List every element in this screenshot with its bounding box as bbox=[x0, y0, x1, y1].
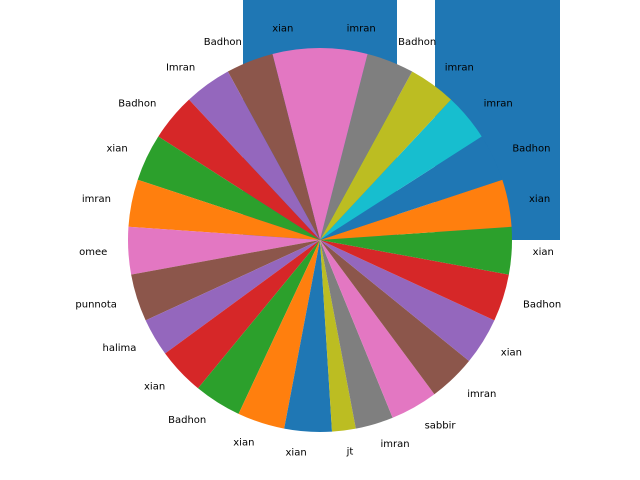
pie-label-3: Imran bbox=[166, 62, 195, 73]
pie-label-26: imran bbox=[347, 24, 376, 35]
pie-slice-23 bbox=[320, 99, 482, 240]
pie-slice-18 bbox=[320, 240, 495, 362]
pie-label-12: xian bbox=[233, 438, 254, 449]
pie-label-1: xian bbox=[272, 24, 293, 35]
pie-slice-7 bbox=[127, 226, 320, 275]
pie-slice-13 bbox=[284, 240, 333, 432]
pie-label-9: halima bbox=[103, 343, 137, 354]
pie-label-10: xian bbox=[144, 381, 165, 392]
pie-slice-11 bbox=[198, 240, 320, 414]
pie-slice-25 bbox=[320, 53, 413, 241]
pie-slice-12 bbox=[238, 240, 320, 429]
pie-label-22: Badhon bbox=[512, 143, 550, 154]
pie-label-15: imran bbox=[380, 439, 409, 450]
pie-label-20: xian bbox=[533, 247, 554, 258]
pie-label-19: Badhon bbox=[523, 299, 561, 310]
pie-slice-26 bbox=[320, 48, 368, 240]
pie-slice-4 bbox=[158, 99, 320, 240]
pie-slice-9 bbox=[145, 240, 320, 354]
pie-slice-19 bbox=[320, 240, 509, 321]
pie-label-4: Badhon bbox=[118, 99, 156, 110]
pie-slice-3 bbox=[188, 71, 320, 240]
pie-slice-2 bbox=[227, 53, 320, 241]
pie-label-13: xian bbox=[286, 448, 307, 459]
pie-label-2: Badhon bbox=[204, 37, 242, 48]
pie-slices bbox=[127, 48, 513, 432]
pie-slice-1 bbox=[272, 48, 320, 240]
pie-slice-24 bbox=[320, 71, 452, 240]
pie-slice-10 bbox=[165, 240, 320, 389]
pie-slice-21 bbox=[320, 179, 512, 240]
pie-label-6: imran bbox=[82, 194, 111, 205]
pie-label-17: imran bbox=[467, 389, 496, 400]
pie-slice-15 bbox=[320, 240, 393, 429]
pie-label-14: jt bbox=[346, 446, 354, 457]
pie-label-18: xian bbox=[501, 348, 522, 359]
pie-slice-17 bbox=[320, 240, 470, 395]
pie-slice-16 bbox=[320, 240, 435, 418]
pie-slice-6 bbox=[128, 179, 320, 240]
pie-label-24: imran bbox=[445, 62, 474, 73]
pie-label-21: xian bbox=[529, 194, 550, 205]
pie-label-11: Badhon bbox=[168, 415, 206, 426]
pie-slice-20 bbox=[320, 226, 513, 275]
pie-label-7: omee bbox=[79, 247, 107, 258]
pie-label-23: imran bbox=[484, 99, 513, 110]
pie-slice-14 bbox=[320, 240, 356, 432]
pie-label-25: Badhon bbox=[398, 37, 436, 48]
pie-label-16: sabbir bbox=[425, 421, 457, 432]
pie-slice-22 bbox=[320, 136, 503, 240]
pie-slice-8 bbox=[131, 240, 320, 321]
pie-label-5: xian bbox=[107, 143, 128, 154]
pie-labels: xian Badhon Imran Badhon xian imran omee punnot… bbox=[75, 24, 561, 459]
pie-label-8: punnota bbox=[75, 299, 117, 310]
pie-slice-5 bbox=[137, 136, 320, 240]
